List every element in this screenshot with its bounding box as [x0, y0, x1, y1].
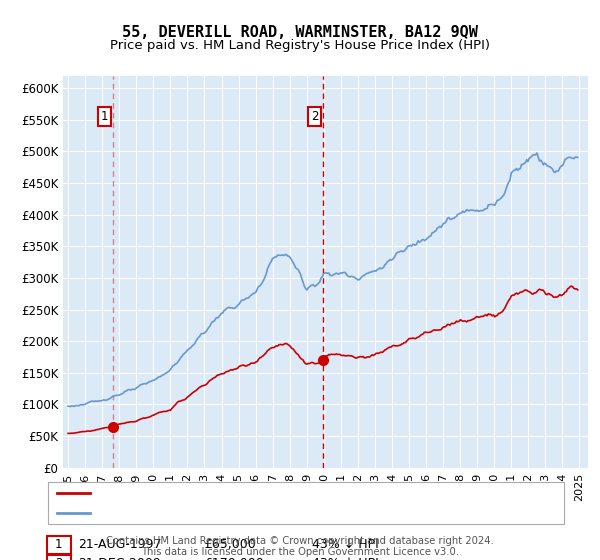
Text: Price paid vs. HM Land Registry's House Price Index (HPI): Price paid vs. HM Land Registry's House … [110, 39, 490, 52]
Text: 43% ↓ HPI: 43% ↓ HPI [312, 538, 379, 552]
Text: 21-DEC-2009: 21-DEC-2009 [78, 557, 161, 560]
Text: £65,000: £65,000 [204, 538, 256, 552]
Text: HPI: Average price, detached house, Wiltshire: HPI: Average price, detached house, Wilt… [96, 508, 351, 518]
Text: 1: 1 [101, 110, 108, 123]
Text: 21-AUG-1997: 21-AUG-1997 [78, 538, 161, 552]
Text: 43% ↓ HPI: 43% ↓ HPI [312, 557, 379, 560]
Text: 55, DEVERILL ROAD, WARMINSTER, BA12 9QW (detached house): 55, DEVERILL ROAD, WARMINSTER, BA12 9QW … [96, 488, 458, 498]
Text: Contains HM Land Registry data © Crown copyright and database right 2024.
This d: Contains HM Land Registry data © Crown c… [106, 535, 494, 557]
Text: 2: 2 [55, 557, 62, 560]
Text: 55, DEVERILL ROAD, WARMINSTER, BA12 9QW: 55, DEVERILL ROAD, WARMINSTER, BA12 9QW [122, 25, 478, 40]
Text: £170,000: £170,000 [204, 557, 264, 560]
Text: 2: 2 [311, 110, 319, 123]
Text: 1: 1 [55, 538, 62, 552]
